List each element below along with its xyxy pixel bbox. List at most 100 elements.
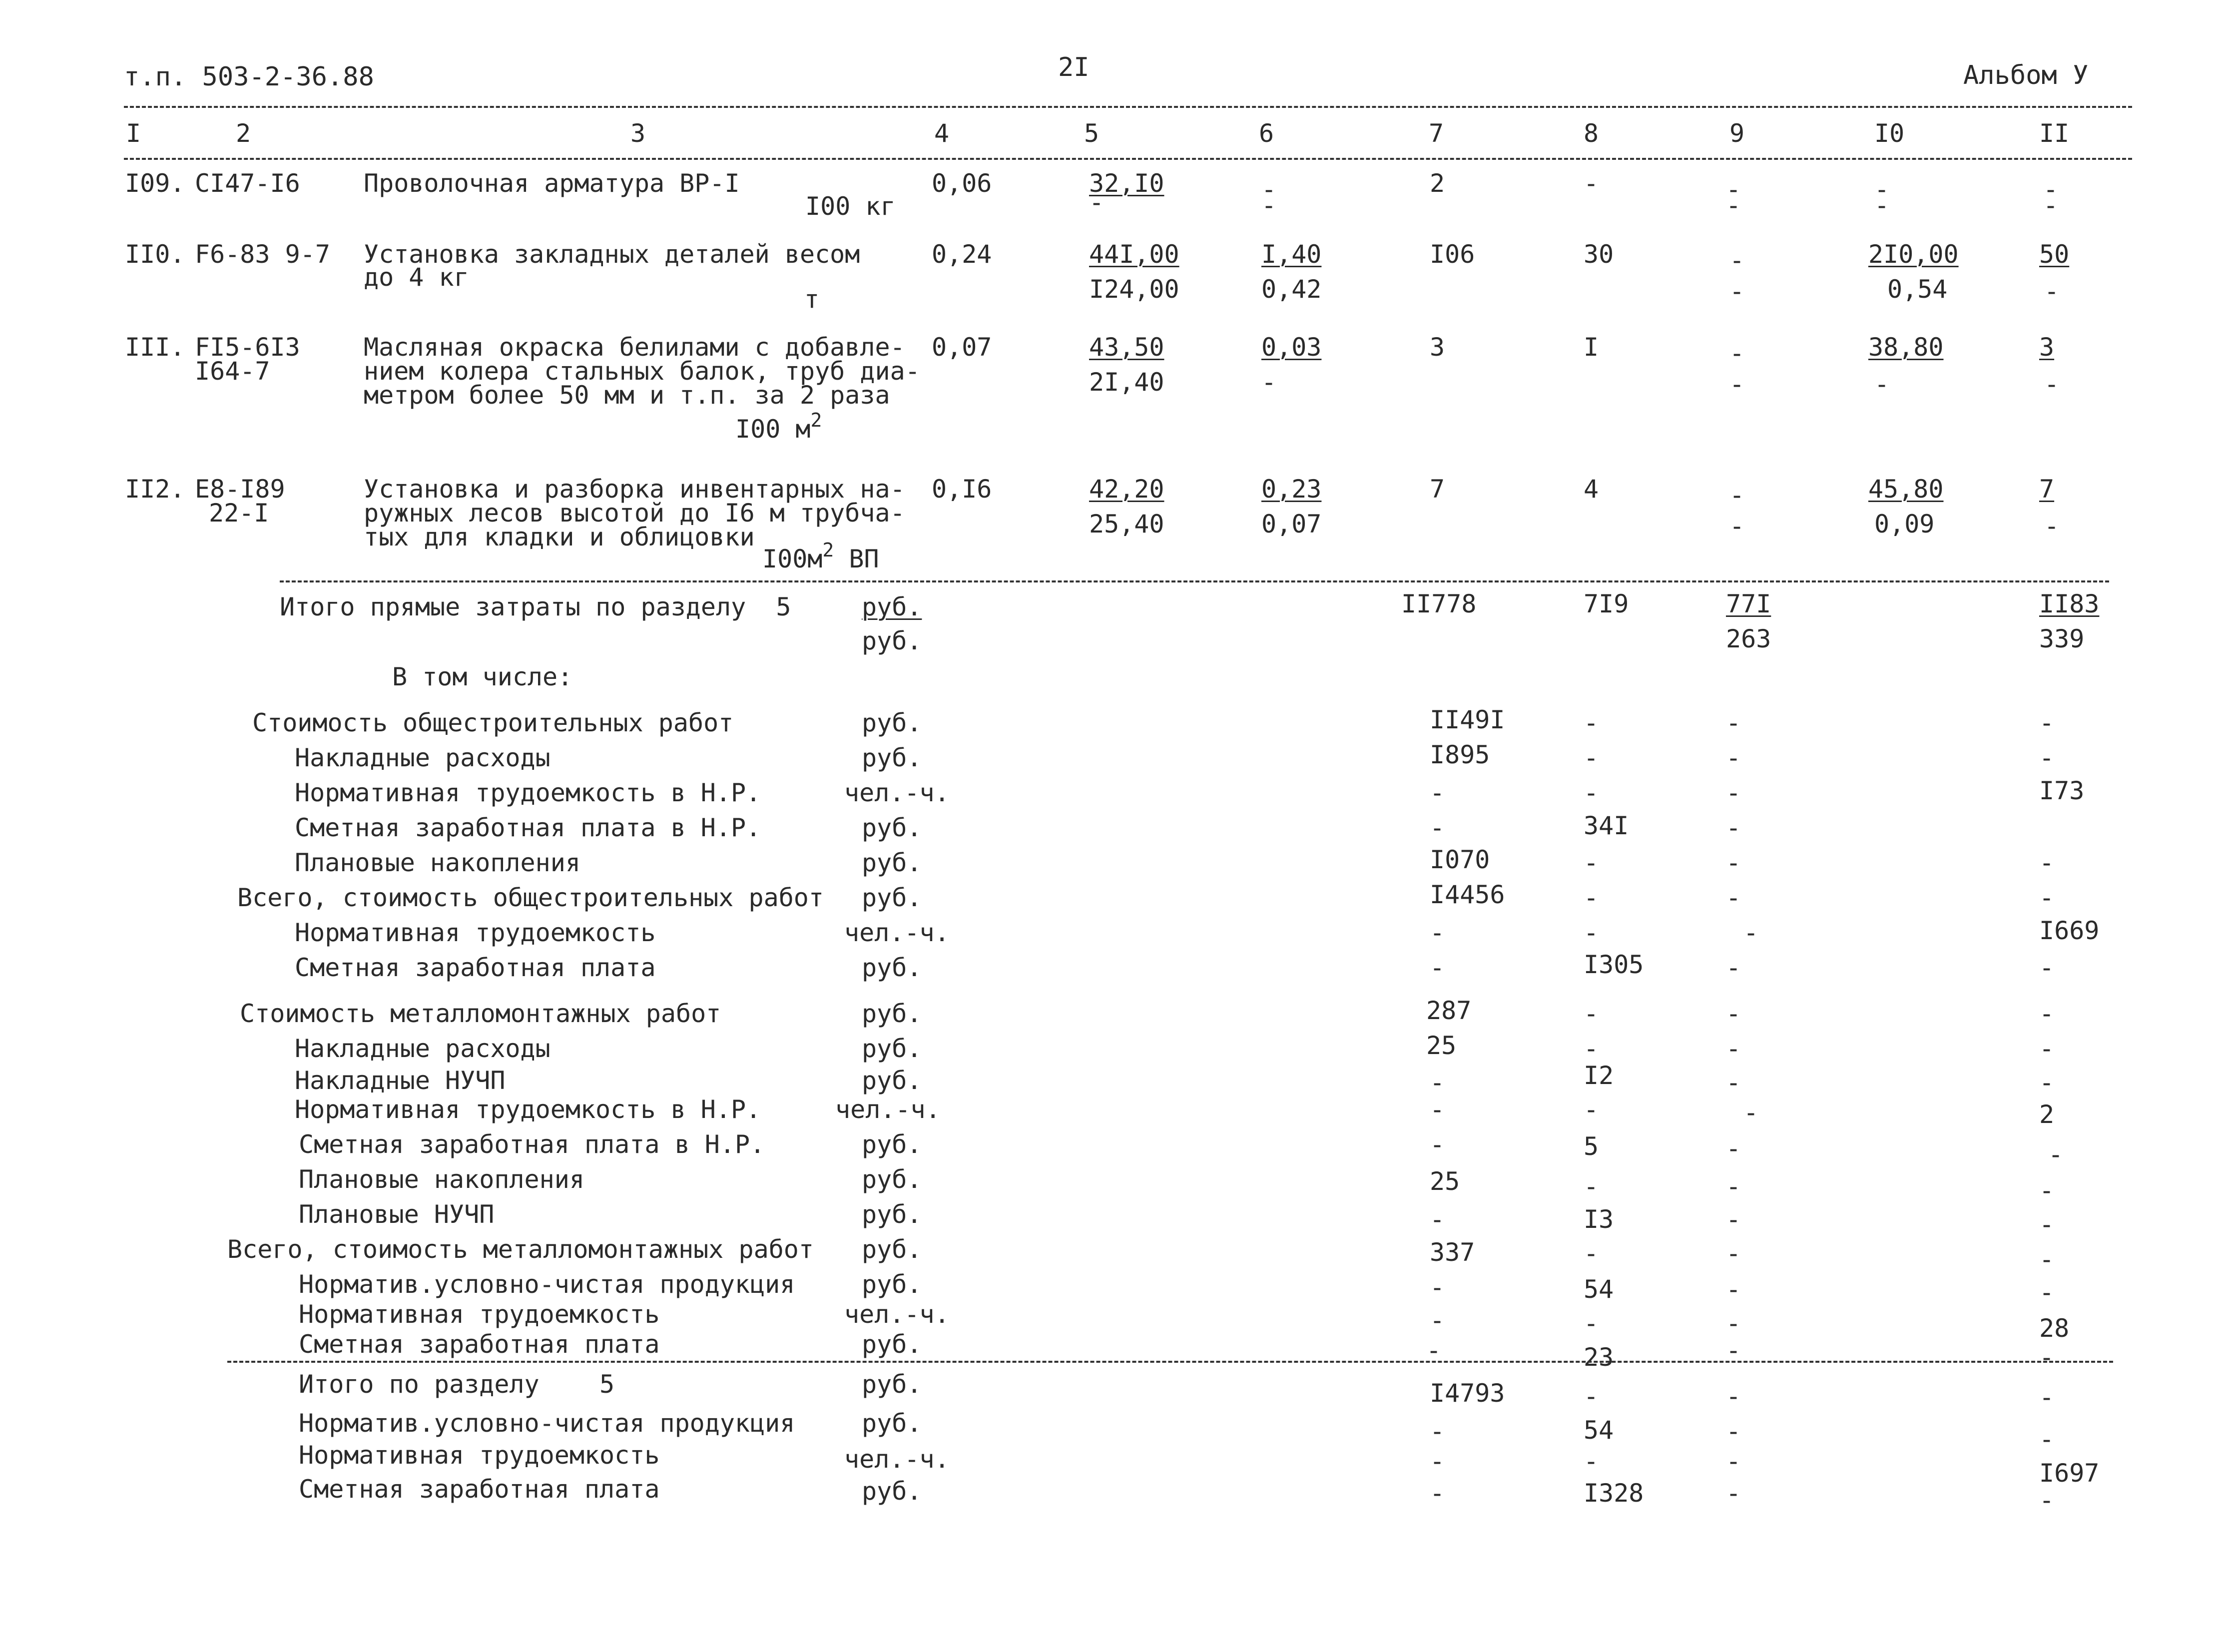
summary-label: Всего, стоимость металломонтажных работ [227, 1235, 814, 1264]
summary-col11: II83 [2039, 589, 2100, 618]
summary-col9: - [1726, 1068, 1741, 1097]
summary-col9: - [1726, 1309, 1741, 1338]
cell-col11-bottom: - [2044, 370, 2060, 399]
cell-col6-top: I,40 [1261, 240, 1322, 269]
summary-col7: - [1430, 778, 1445, 807]
summary-label: Сметная заработная плата в Н.Р. [295, 813, 761, 842]
summary-col9: - [1726, 778, 1741, 807]
row-description: тых для кладки и облицовки [364, 523, 755, 551]
summary-col11: - [2039, 1383, 2055, 1412]
summary-label: Стоимость металломонтажных работ [240, 999, 721, 1028]
summary-col7: - [1430, 1306, 1445, 1335]
row-number: II0. [125, 240, 185, 269]
summary-label: Нормативная трудоемкость [299, 1300, 660, 1329]
col-11: II [2039, 119, 2070, 148]
summary-col7: - [1430, 918, 1445, 947]
summary-col9: - [1726, 1205, 1741, 1234]
summary-label: Нормативная трудоемкость [299, 1441, 660, 1470]
summary-label: Нормативная трудоемкость в Н.Р. [295, 1095, 761, 1124]
summary-unit: руб. [862, 1130, 922, 1159]
cell-col5-bottom: I24,00 [1089, 275, 1179, 304]
cell-col5-top: 42,20 [1089, 475, 1164, 504]
summary-label: Нормативная трудоемкость [295, 918, 656, 947]
summary-col11: - [2039, 1486, 2055, 1515]
summary-unit: руб. [862, 1409, 922, 1438]
summary-col11: - [2039, 1245, 2055, 1274]
cell-col10-top: 38,80 [1868, 333, 1944, 362]
col-3: 3 [630, 119, 646, 148]
summary-label: Сметная заработная плата [295, 953, 656, 982]
summary-unit: чел.-ч. [844, 1300, 950, 1329]
summary-col11: 339 [2039, 624, 2085, 653]
summary-col9: 77I [1726, 589, 1771, 618]
summary-unit: руб. [862, 743, 922, 772]
summary-col7: II49I [1430, 705, 1505, 734]
summary-col7: - [1430, 1273, 1445, 1302]
cell-col11-top: - [2043, 175, 2059, 204]
summary-unit: руб. [862, 626, 922, 655]
summary-col8: - [1584, 1095, 1599, 1124]
summary-col8: I328 [1584, 1479, 1644, 1508]
summary-col7: - [1430, 1447, 1445, 1476]
summary-col9: - [1726, 1239, 1741, 1268]
summary-unit: руб. [862, 1370, 922, 1399]
summary-unit: руб. [862, 1270, 922, 1299]
summary-col8: - [1584, 1172, 1599, 1201]
cell-col9-bottom: - [1729, 512, 1745, 541]
cell-col7: 2 [1430, 169, 1445, 198]
summary-col9: 263 [1726, 624, 1771, 653]
cell-col6-top: 0,23 [1261, 475, 1322, 504]
summary-col9: - [1726, 743, 1741, 772]
summary-col9: - [1743, 918, 1759, 947]
cell-col11-bottom: - [2043, 191, 2059, 220]
cell-col6-bottom: - [1261, 368, 1277, 397]
summary-col8: 5 [1584, 1132, 1599, 1161]
cell-col6-bottom: 0,42 [1261, 275, 1322, 304]
summary-col8: - [1584, 1034, 1599, 1063]
summary-col7: - [1430, 1095, 1445, 1124]
summary-col11: - [2039, 1210, 2055, 1239]
summary-subheading: В том числе: [392, 662, 573, 691]
summary-col11: I73 [2039, 776, 2085, 805]
row-unit: I00 м2 [735, 409, 822, 445]
summary-col8: - [1584, 743, 1599, 772]
cell-col10-bottom: - [1874, 370, 1890, 399]
cell-col10-top: 45,80 [1868, 475, 1944, 504]
summary-col7: I4793 [1430, 1379, 1505, 1408]
summary-label: Плановые накопления [295, 848, 580, 877]
cell-col11-top: 7 [2039, 475, 2055, 504]
summary-col8: 54 [1584, 1416, 1614, 1445]
row-unit: I00 кг [805, 192, 896, 221]
row-code: FI5-6I3 [195, 333, 300, 362]
page-number: 2I [1058, 52, 1090, 82]
unit-text: I00м [762, 545, 823, 573]
summary-col7: - [1430, 1130, 1445, 1159]
summary-col8: - [1584, 708, 1599, 737]
summary-col9: - [1726, 1275, 1741, 1304]
summary-col8: 54 [1584, 1275, 1614, 1304]
summary-label: Плановые НУЧП [299, 1200, 495, 1229]
cell-col6-bottom: 0,07 [1261, 510, 1322, 539]
cell-col10-bottom: 0,09 [1874, 510, 1935, 539]
summary-label: Накладные расходы [295, 1034, 551, 1063]
summary-col9: - [1726, 1336, 1741, 1365]
summary-col11: - [2039, 1034, 2055, 1063]
cell-col6-bottom: - [1261, 191, 1277, 220]
summary-col8: - [1584, 999, 1599, 1028]
col-4: 4 [934, 119, 950, 148]
col-5: 5 [1084, 119, 1100, 148]
col-9: 9 [1729, 119, 1745, 148]
summary-unit: руб. [862, 1477, 922, 1506]
summary-col7: 287 [1426, 996, 1472, 1025]
summary-col8: - [1584, 1309, 1599, 1338]
col-2: 2 [236, 119, 251, 148]
summary-unit: чел.-ч. [844, 918, 950, 947]
summary-label: Всего, стоимость общестроительных работ [237, 883, 824, 912]
summary-col11: - [2039, 1425, 2055, 1454]
cell-col9-bottom: - [1729, 277, 1745, 306]
document-code: т.п. 503-2-36.88 [124, 62, 374, 92]
row-description: нием колера стальных балок, труб диа- [364, 357, 920, 386]
summary-label: Итого по разделу 5 [299, 1370, 615, 1399]
subtotal-rule [227, 1361, 2113, 1363]
summary-unit: руб. [862, 1165, 922, 1194]
